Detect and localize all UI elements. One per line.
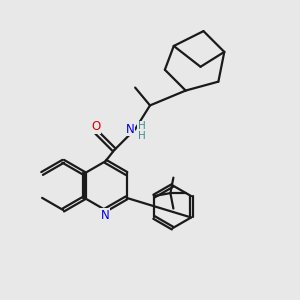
Text: H: H bbox=[138, 121, 146, 131]
Text: N: N bbox=[101, 209, 110, 222]
Text: O: O bbox=[91, 120, 101, 133]
Text: N: N bbox=[125, 123, 134, 136]
Text: H: H bbox=[138, 131, 146, 141]
